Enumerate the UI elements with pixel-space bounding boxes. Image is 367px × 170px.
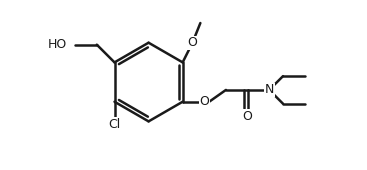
Text: Cl: Cl (108, 118, 121, 131)
Text: O: O (188, 36, 197, 49)
Text: O: O (243, 110, 252, 123)
Text: N: N (265, 83, 274, 96)
Text: HO: HO (48, 38, 67, 51)
Text: O: O (199, 95, 209, 108)
